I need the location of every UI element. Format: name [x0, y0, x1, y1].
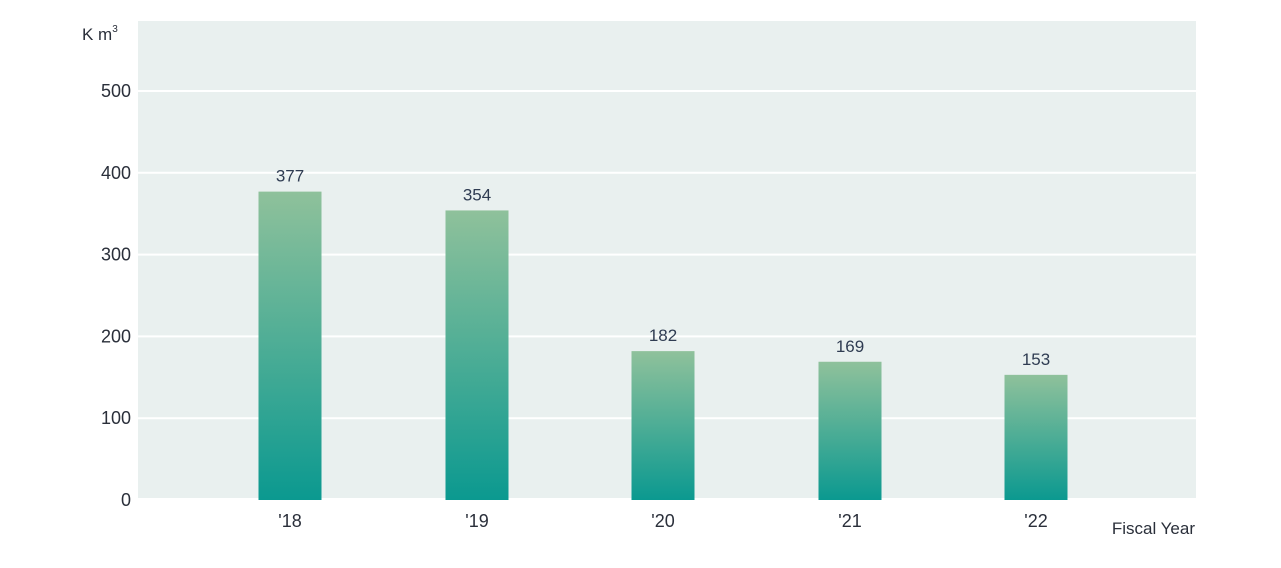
y-axis-label: K m3: [82, 24, 118, 44]
x-tick-label-18: '18: [278, 511, 301, 531]
y-tick-label-100: 100: [101, 408, 131, 428]
x-tick-label-21: '21: [838, 511, 861, 531]
bar-21: [818, 361, 882, 500]
bar-22: [1004, 374, 1068, 500]
y-tick-label-300: 300: [101, 245, 131, 265]
bars: [258, 191, 1068, 501]
y-tick-label-0: 0: [121, 490, 131, 510]
bar-19: [445, 210, 509, 501]
y-tick-label-500: 500: [101, 81, 131, 101]
bar-18: [258, 191, 322, 500]
x-axis-ticks: '18 '19 '20 '21 '22: [278, 511, 1047, 531]
value-label-19: 354: [463, 185, 491, 204]
y-tick-label-400: 400: [101, 163, 131, 183]
y-axis-ticks: 0 100 200 300 400 500: [101, 81, 131, 510]
value-labels: 377 354 182 169 153: [276, 167, 1050, 369]
x-axis-label: Fiscal Year: [1112, 519, 1195, 538]
x-tick-label-22: '22: [1024, 511, 1047, 531]
y-tick-label-200: 200: [101, 326, 131, 346]
value-label-22: 153: [1022, 350, 1050, 369]
value-label-21: 169: [836, 337, 864, 356]
y-axis-label-superscript: 3: [112, 24, 118, 35]
value-label-20: 182: [649, 326, 677, 345]
x-tick-label-20: '20: [651, 511, 674, 531]
x-tick-label-19: '19: [465, 511, 488, 531]
bar-20: [631, 351, 695, 500]
value-label-18: 377: [276, 167, 304, 186]
